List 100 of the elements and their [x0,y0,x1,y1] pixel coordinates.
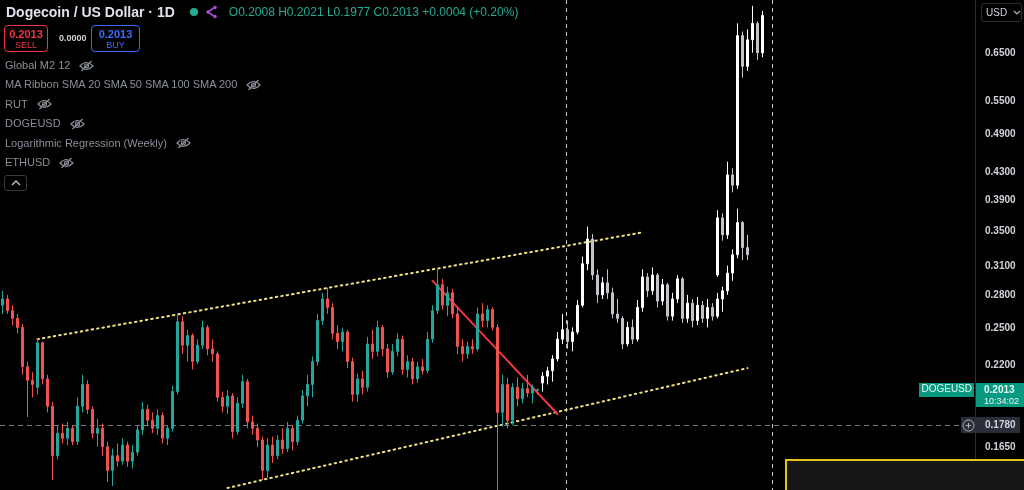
candlestick [271,436,274,464]
candlestick [356,372,359,403]
candlestick [396,332,399,357]
candlestick [46,374,49,413]
candlestick [181,315,184,355]
annotation: 0.0000 [59,33,87,43]
candlestick [6,294,9,315]
candlestick [171,385,174,433]
candlestick [31,371,34,398]
candlestick [1,290,4,315]
candlestick [391,343,394,376]
candlestick [421,358,424,376]
candlestick [236,396,239,436]
candlestick [256,422,259,448]
candlestick [456,306,459,355]
candlestick [591,233,594,281]
candlestick [651,266,654,296]
candlestick [161,411,164,444]
candlestick [16,313,19,334]
candlestick [631,318,634,345]
candlestick [516,377,519,407]
candlestick [131,444,134,470]
candlestick [711,302,714,322]
candlestick [36,337,39,395]
candlestick [586,226,589,271]
candlestick [641,268,644,313]
candlestick [511,382,514,426]
candlestick [721,212,724,242]
price-tag: 0.2013 10:34:02 [976,382,1024,407]
candlestick [726,161,729,240]
candlestick [551,354,554,383]
candlestick [376,320,379,357]
candlestick [536,388,539,396]
candlestick [306,374,309,407]
candlestick [371,329,374,360]
candlestick [21,323,24,376]
candlestick [96,418,99,448]
y-tick-label: 0.3900 [985,194,1017,206]
candlestick [626,321,629,347]
annotation: RUT [5,97,28,111]
candlestick [276,434,279,460]
candlestick [66,421,69,446]
candlestick [326,287,329,315]
candlestick [266,437,269,479]
candlestick [546,366,549,385]
candlestick [596,268,599,304]
chart-subtitle: O0.2008 H0.2021 L0.1977 C0.2013 +0.0004 (+0.20%) [228,5,519,19]
y-tick-label: 0.4900 [985,128,1017,140]
candlestick [736,22,739,190]
y-tick-label: 0.6500 [985,47,1017,59]
candlestick [576,299,579,335]
candlestick [696,296,699,326]
candlestick [111,448,114,487]
candlestick [716,209,719,278]
candlestick [416,361,419,384]
candlestick [116,442,119,468]
candlestick [606,268,609,300]
candlestick [676,274,679,304]
candlestick [706,298,709,328]
candlestick [756,20,759,61]
y-tick-label: 0.3100 [985,260,1017,272]
candlestick [686,294,689,324]
candlestick [296,415,299,446]
annotation: BUY [105,40,126,50]
candlestick [481,302,484,328]
candlestick [331,302,334,340]
candlestick [731,248,734,282]
candlestick [156,408,159,436]
candlestick [741,220,744,261]
candlestick [291,424,294,451]
candlestick [251,415,254,436]
candlestick [71,424,74,446]
dropdown: USD [981,3,1022,22]
candlestick [646,272,649,298]
candlestick [311,355,314,398]
candlestick [741,30,744,79]
candlestick [461,338,464,363]
candlestick [436,268,439,315]
candlestick [61,422,64,444]
candlestick [521,382,524,404]
candlestick [671,292,674,322]
candlestick [121,437,124,466]
candlestick [301,389,304,424]
candlestick [656,272,659,308]
annotation: DOGEUSD [5,117,61,131]
candlestick [486,304,489,328]
candlestick [381,324,384,357]
candlestick [221,391,224,413]
candlestick [321,292,324,326]
candlestick [286,421,289,453]
annotation: MA Ribbon SMA 20 SMA 50 SMA 100 SMA 200 [5,78,238,92]
candlestick [411,357,414,385]
candlestick [616,298,619,324]
candlestick [406,354,409,379]
candlestick [76,396,79,446]
candlestick [101,422,104,457]
candlestick [466,341,469,360]
candlestick [351,357,354,403]
candlestick [491,306,494,332]
candlestick [526,374,529,398]
